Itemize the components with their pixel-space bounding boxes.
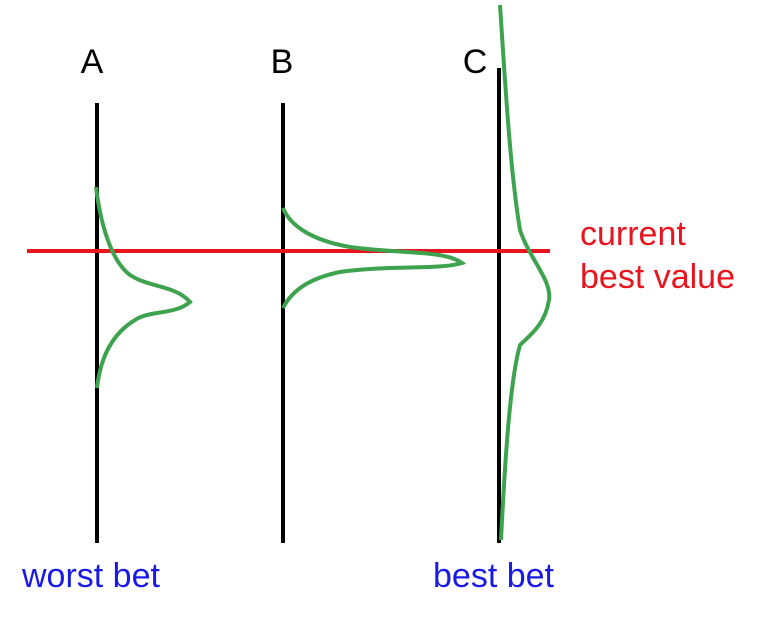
worst-bet-label: worst bet (21, 557, 160, 595)
line-label: best value (580, 258, 735, 296)
label-c: C (463, 43, 488, 81)
distribution-c (498, 4, 552, 541)
distribution-b (281, 207, 467, 309)
label-b: B (271, 43, 294, 81)
distribution-a (94, 186, 193, 389)
label-a: A (81, 43, 104, 81)
best-bet-label: best bet (433, 557, 555, 595)
line-label: current (580, 215, 686, 253)
